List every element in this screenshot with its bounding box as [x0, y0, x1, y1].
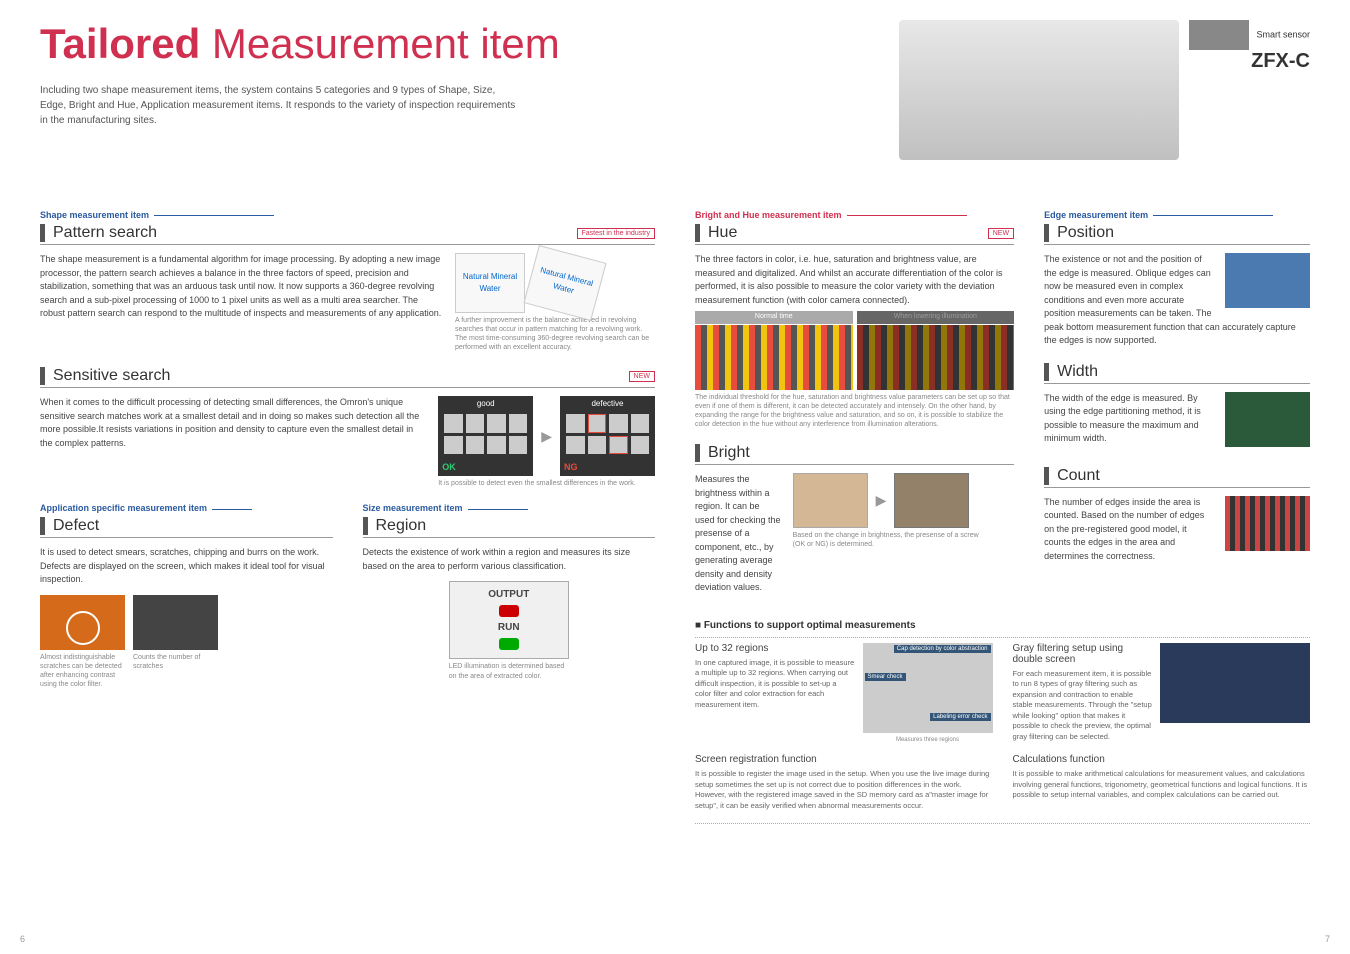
title-bold: Tailored — [40, 20, 200, 67]
screen-text: It is possible to register the image use… — [695, 769, 993, 811]
bright-fig-caption: Based on the change in brightness, the p… — [793, 531, 993, 549]
defect-title: Defect — [53, 517, 333, 535]
position-figure — [1225, 253, 1310, 308]
region-fig-caption: LED illumination is determined based on … — [449, 662, 569, 680]
bright-hue-section-label: Bright and Hue measurement item — [695, 210, 1014, 220]
count-title: Count — [1057, 467, 1310, 485]
defect-text: It is used to detect smears, scratches, … — [40, 546, 333, 587]
bright-head: Bright — [695, 444, 1014, 465]
pattern-fig-caption: A further improvement is the balance ach… — [455, 316, 655, 352]
sensitive-search-title: Sensitive search — [53, 367, 629, 385]
output-figure: OUTPUT RUN — [449, 581, 569, 659]
logo-box: Smart sensor ZFX-C — [1189, 20, 1310, 73]
bright-title: Bright — [708, 444, 1014, 462]
count-figure — [1225, 496, 1310, 551]
defect-cap2: Counts the number of scratches — [133, 653, 218, 671]
sensitive-search-head: Sensitive search NEW — [40, 367, 655, 388]
defect-fig2 — [133, 595, 218, 650]
defect-cap1: Almost indistinguishable scratches can b… — [40, 653, 125, 689]
app-section-label: Application specific measurement item — [40, 503, 333, 513]
calc-text: It is possible to make arithmetical calc… — [1013, 769, 1311, 801]
width-figure — [1225, 392, 1310, 447]
size-section-label: Size measurement item — [363, 503, 656, 513]
pattern-search-head: Pattern search Fastest in the industry — [40, 224, 655, 245]
main-title: Tailored Measurement item — [40, 20, 889, 68]
arrow-icon: ▶ — [541, 426, 552, 447]
title-light: Measurement item — [212, 20, 560, 67]
defect-head: Defect — [40, 517, 333, 538]
logo-main-text: ZFX-C — [1189, 50, 1310, 73]
width-title: Width — [1057, 363, 1310, 381]
position-title: Position — [1057, 224, 1310, 242]
fastest-badge: Fastest in the industry — [577, 228, 655, 239]
shape-section-label: Shape measurement item — [40, 210, 655, 220]
sensitive-fig-caption: It is possible to detect even the smalle… — [438, 479, 638, 488]
logo-icon — [1189, 20, 1249, 50]
new-badge: NEW — [629, 371, 655, 382]
mineral-figure: Natural Mineral Water Natural Mineral Wa… — [455, 253, 655, 313]
hue-new-badge: NEW — [988, 228, 1014, 239]
region-title: Region — [376, 517, 656, 535]
pattern-search-text: The shape measurement is a fundamental a… — [40, 253, 443, 321]
gray-figure — [1160, 643, 1310, 723]
page-num-left: 6 — [20, 934, 25, 944]
hue-title: Hue — [708, 224, 988, 242]
sensitive-figure: good OK ▶ defective NG — [438, 396, 655, 476]
regions-figure: Cap detection by color abstraction Smear… — [863, 643, 993, 733]
pattern-search-title: Pattern search — [53, 224, 577, 242]
calc-title: Calculations function — [1013, 754, 1311, 765]
hue-text: The three factors in color, i.e. hue, sa… — [695, 253, 1014, 307]
width-head: Width — [1044, 363, 1310, 384]
functions-heading: Functions to support optimal measurement… — [695, 620, 1310, 631]
hue-head: Hue NEW — [695, 224, 1014, 245]
edge-section-label: Edge measurement item — [1044, 210, 1310, 220]
arrow-icon: ▶ — [876, 490, 887, 511]
intro-text: Including two shape measurement items, t… — [40, 83, 520, 128]
bright-text: Measures the brightness within a region.… — [695, 473, 781, 595]
screen-title: Screen registration function — [695, 754, 993, 765]
hue-figure: Normal time When lowering illumination — [695, 325, 1014, 390]
region-text: Detects the existence of work within a r… — [363, 546, 656, 573]
hue-fig-caption: The individual threshold for the hue, sa… — [695, 393, 1014, 429]
page-num-right: 7 — [1325, 934, 1330, 944]
sensitive-search-text: When it comes to the difficult processin… — [40, 396, 426, 450]
product-photo — [899, 20, 1179, 160]
bright-figure: ▶ — [793, 473, 993, 528]
position-head: Position — [1044, 224, 1310, 245]
defect-fig1 — [40, 595, 125, 650]
logo-small-text: Smart sensor — [1256, 29, 1310, 39]
count-head: Count — [1044, 467, 1310, 488]
region-head: Region — [363, 517, 656, 538]
